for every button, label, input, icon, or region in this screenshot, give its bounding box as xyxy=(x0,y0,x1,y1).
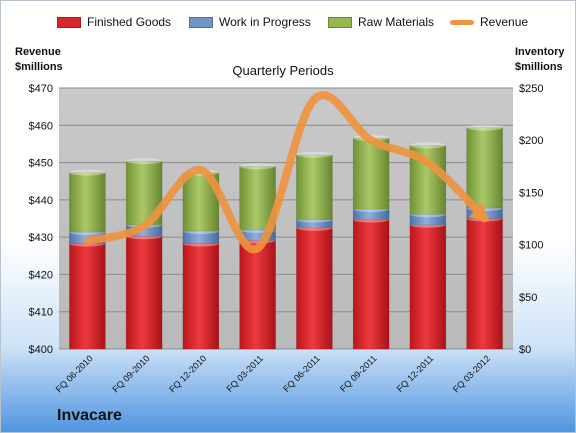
right-axis-title-line1: Inventory xyxy=(515,46,565,58)
right-tick-label: $250 xyxy=(519,83,543,95)
bar-raw-materials xyxy=(466,124,503,209)
category-label: FQ 06-2010 xyxy=(54,353,95,394)
left-tick-label: $440 xyxy=(29,195,53,207)
left-axis-title-line2: $millions xyxy=(15,61,63,73)
bar-finished-goods xyxy=(466,215,503,350)
category-label: FQ 12-2011 xyxy=(395,353,436,394)
legend-label: Raw Materials xyxy=(358,15,435,29)
left-tick-label: $450 xyxy=(29,158,53,170)
bar-finished-goods xyxy=(239,237,276,350)
legend-label: Finished Goods xyxy=(87,15,172,29)
legend-item-revenue: Revenue xyxy=(450,15,528,29)
right-axis-title-line2: $millions xyxy=(515,61,563,73)
revenue-arrowhead xyxy=(469,202,488,222)
legend-swatch-raw-materials xyxy=(328,16,352,28)
left-tick-label: $470 xyxy=(29,83,53,95)
right-tick-label: $200 xyxy=(519,135,543,147)
left-tick-label: $420 xyxy=(29,269,53,281)
legend-item-finished-goods: Finished Goods xyxy=(57,15,171,29)
right-tick-label: $150 xyxy=(519,187,543,199)
category-label: FQ 09-2010 xyxy=(111,353,152,394)
right-tick-label: $50 xyxy=(519,292,537,304)
bar-finished-goods xyxy=(125,233,163,350)
legend-item-raw-materials: Raw Materials xyxy=(328,15,434,29)
bar-finished-goods xyxy=(409,221,447,350)
category-label: FQ 06-2011 xyxy=(281,353,322,394)
category-label: FQ 03-2012 xyxy=(451,353,492,394)
bar-finished-goods xyxy=(69,240,106,350)
bar-raw-materials xyxy=(125,158,163,226)
legend-swatch-revenue xyxy=(450,19,474,25)
legend-label: Work in Progress xyxy=(219,15,311,29)
legend-swatch-finished-goods xyxy=(57,16,81,28)
bar-finished-goods xyxy=(182,240,220,350)
right-tick-label: $0 xyxy=(519,344,531,356)
right-tick-label: $100 xyxy=(519,240,543,252)
right-axis-title: Inventory $millions xyxy=(515,45,565,75)
company-name: Invacare xyxy=(57,407,122,424)
legend: Finished Goods Work in Progress Raw Materi… xyxy=(1,15,575,35)
bar-raw-materials xyxy=(296,151,333,220)
left-tick-label: $410 xyxy=(29,307,53,319)
chart-title: Quarterly Periods xyxy=(232,63,334,78)
left-axis-title: Revenue $millions xyxy=(15,45,63,75)
revenue-line xyxy=(83,91,489,254)
category-label: FQ 12-2010 xyxy=(167,353,208,394)
left-tick-label: $400 xyxy=(29,344,53,356)
category-label: FQ 03-2011 xyxy=(224,353,265,394)
left-axis-title-line1: Revenue xyxy=(15,46,61,58)
category-label: FQ 09-2011 xyxy=(338,353,379,394)
bar-finished-goods xyxy=(352,216,390,350)
bar-raw-materials xyxy=(239,163,276,231)
left-tick-label: $460 xyxy=(29,120,53,132)
left-tick-label: $430 xyxy=(29,232,53,244)
bar-finished-goods xyxy=(296,224,333,350)
legend-label: Revenue xyxy=(480,15,529,29)
legend-swatch-work-in-progress xyxy=(189,16,213,28)
legend-item-work-in-progress: Work in Progress xyxy=(189,15,311,29)
bar-raw-materials xyxy=(69,169,106,233)
